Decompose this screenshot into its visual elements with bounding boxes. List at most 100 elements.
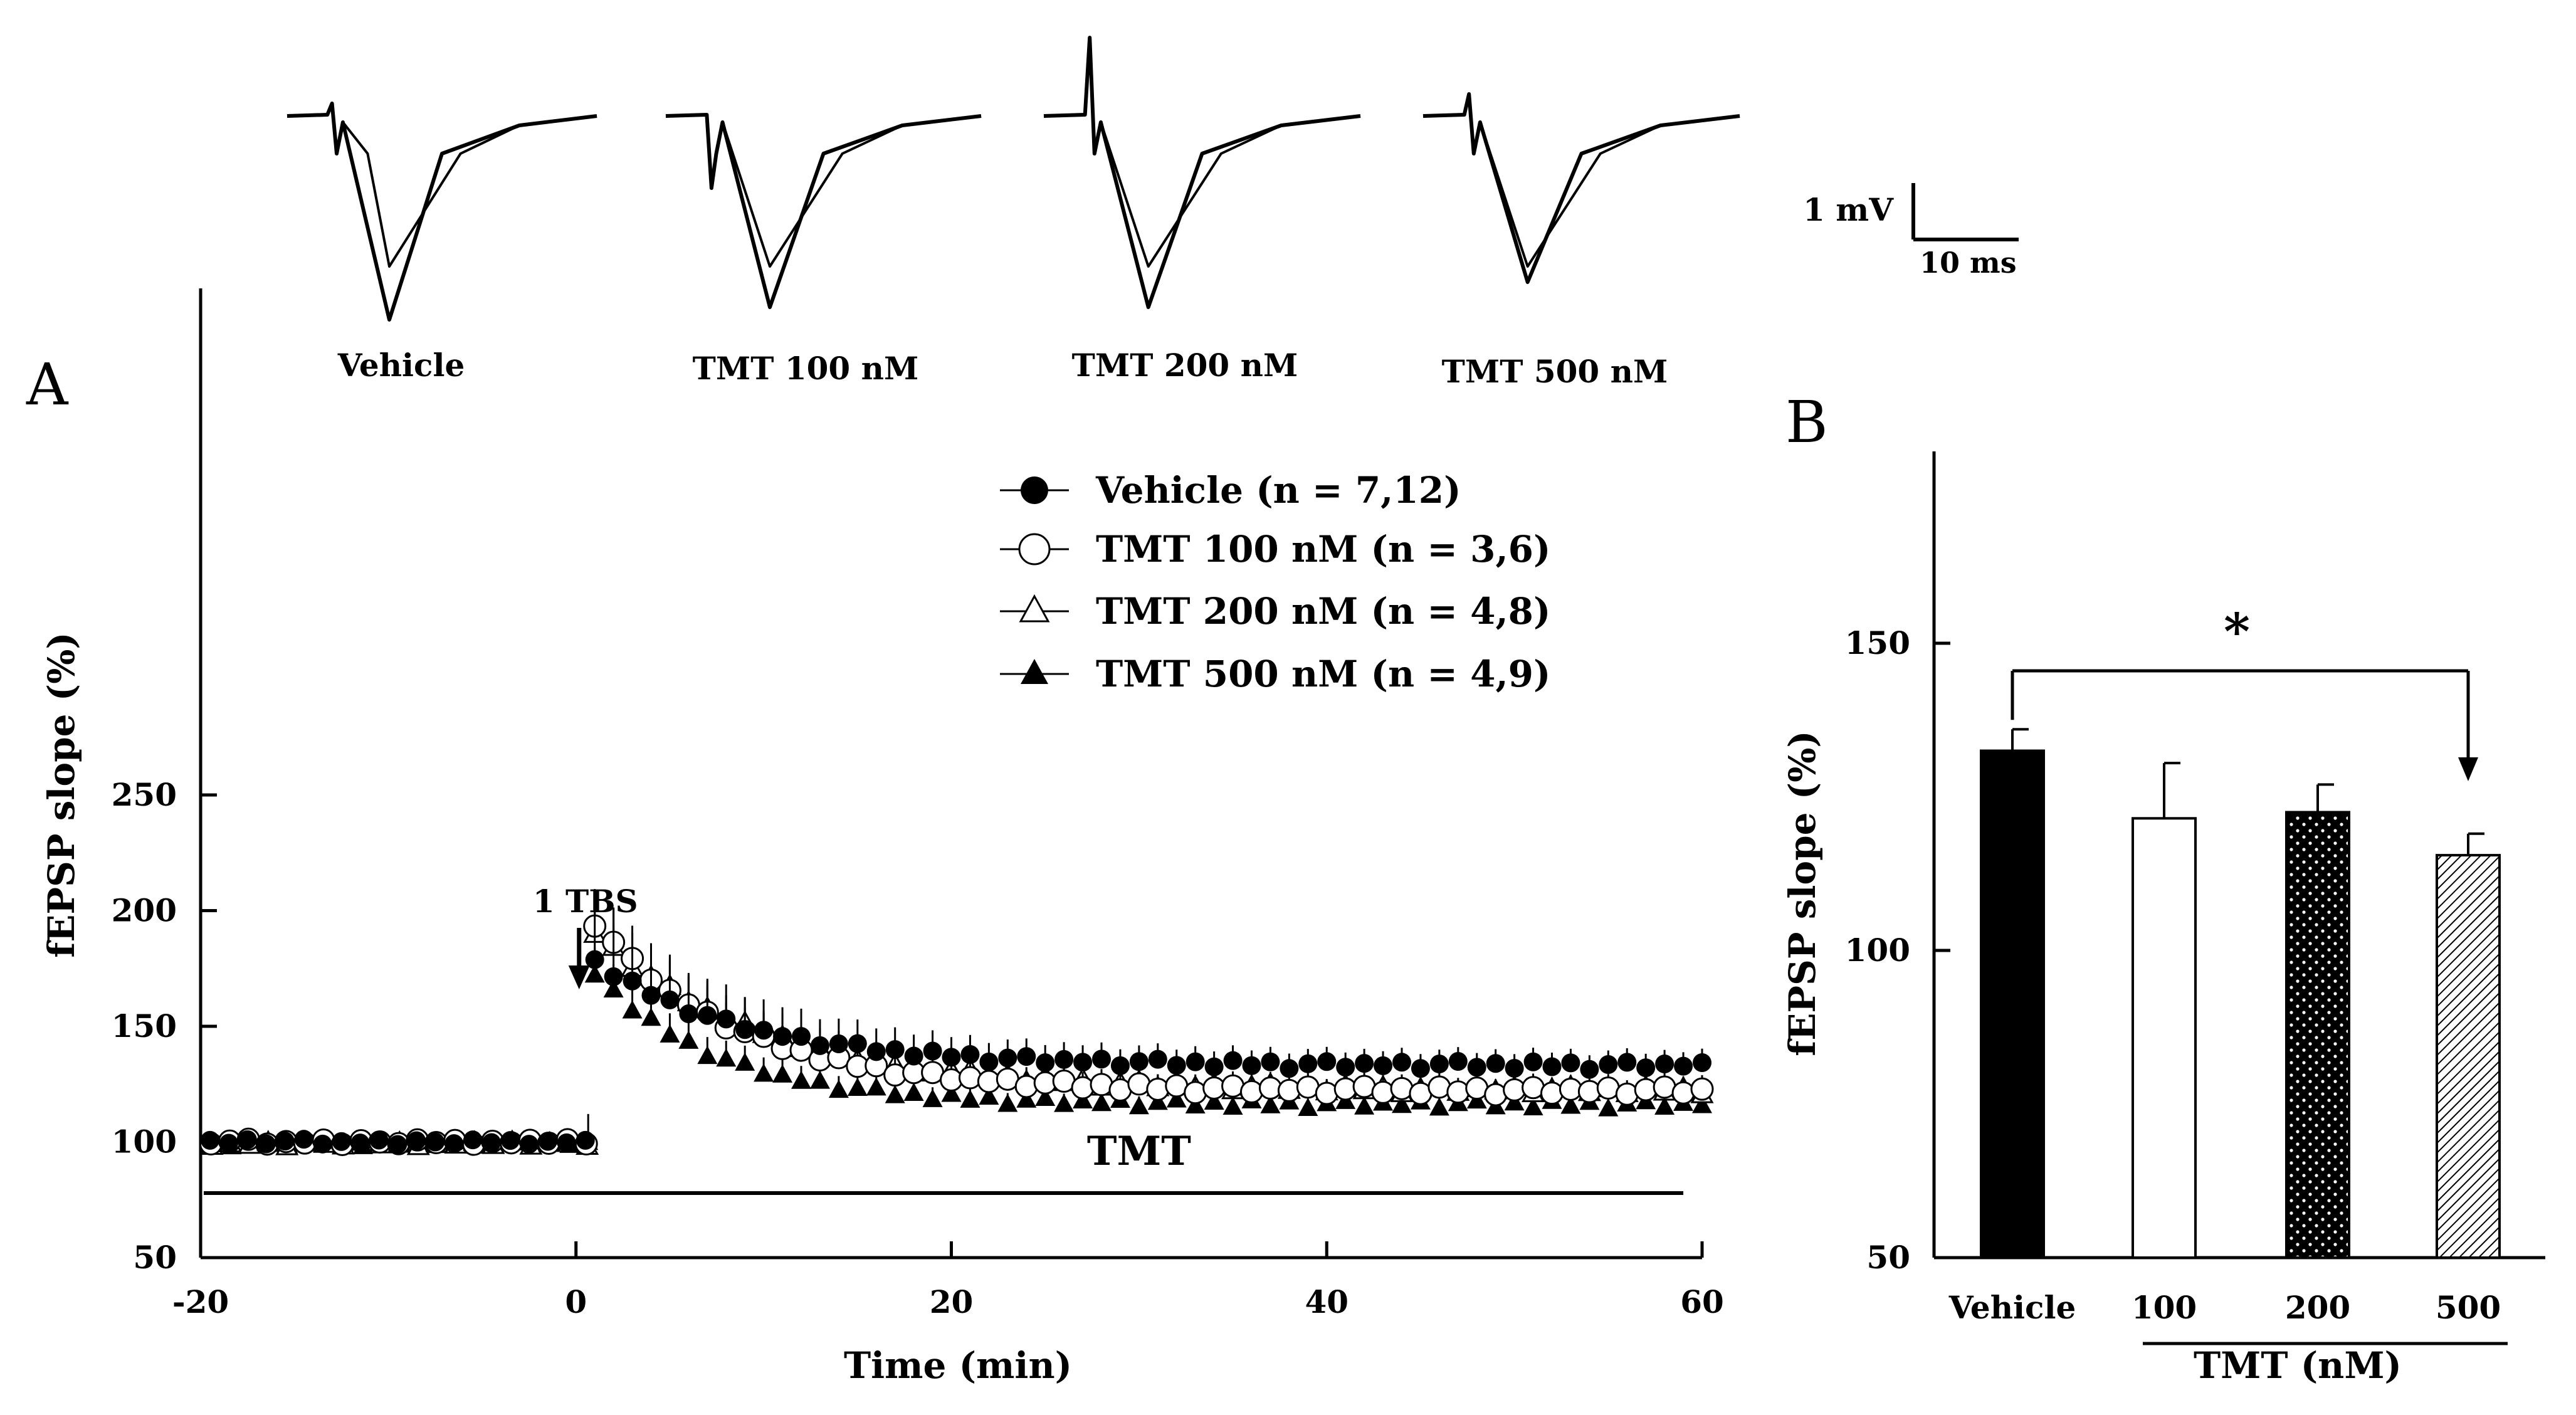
data-point [1092, 1049, 1111, 1069]
data-point [698, 1006, 717, 1025]
panel-a-series [199, 889, 1714, 1156]
trace-label-tmt100: TMT 100 nM [693, 350, 919, 387]
data-point [313, 1134, 332, 1154]
data-point [585, 950, 604, 969]
data-point [1448, 1052, 1468, 1071]
data-point [735, 1020, 755, 1039]
data-point [1073, 1090, 1093, 1109]
data-point [1240, 1080, 1263, 1103]
significance-arrow-head [2458, 757, 2478, 781]
data-point [1692, 1095, 1712, 1113]
trace-label-tmt200: TMT 200 nM [1072, 347, 1298, 384]
data-point [1185, 1095, 1206, 1114]
bar-100 [2132, 817, 2197, 1260]
data-point [866, 1077, 886, 1096]
data-point [1467, 1058, 1486, 1077]
data-point [1185, 1052, 1205, 1071]
data-point [584, 964, 605, 983]
scale-bar-time-label: 10 ms [1920, 246, 2017, 280]
data-point [828, 1080, 849, 1098]
data-point [1446, 1080, 1470, 1104]
data-point [1298, 1054, 1318, 1073]
trace-label-tmt500: TMT 500 nM [1442, 353, 1668, 390]
bar-200 [2285, 811, 2350, 1259]
panel-a-y-tick-label: 200 [112, 892, 177, 929]
data-point [848, 1034, 867, 1053]
panel-b-category-label: Vehicle [1948, 1289, 2076, 1326]
data-point [717, 1009, 736, 1029]
panel-a-legend: Vehicle (n = 7,12) TMT 100 nM (n = 3,6) TM… [1000, 469, 1550, 695]
trace-line [287, 102, 597, 268]
data-point [1371, 1080, 1395, 1104]
data-point [1036, 1053, 1055, 1073]
panel-b-axes: 50 100 150 [1845, 451, 2545, 1345]
data-point [1577, 1080, 1601, 1103]
data-point [1484, 1083, 1508, 1107]
data-point [388, 1135, 407, 1154]
data-point [1146, 1077, 1170, 1101]
data-point [904, 1046, 923, 1066]
data-point [1017, 1047, 1036, 1066]
panel-b-y-axis-title: fEPSP slope (%) [1781, 730, 1824, 1056]
data-point [1129, 1052, 1149, 1071]
data-point [960, 1089, 980, 1108]
trace-line [665, 113, 982, 268]
legend-marker [1019, 594, 1050, 623]
data-point [660, 1024, 680, 1043]
data-point [1204, 1091, 1224, 1110]
data-point [1560, 1095, 1581, 1114]
data-point [1429, 1097, 1449, 1116]
panel-b-category-label: 200 [2285, 1289, 2350, 1326]
data-point [1355, 1054, 1374, 1073]
legend-marker [1021, 476, 1048, 504]
data-point [979, 1086, 999, 1105]
data-point [1071, 1076, 1095, 1100]
panel-a-x-tick-label: 0 [565, 1283, 587, 1320]
data-point [1561, 1053, 1580, 1073]
bar-500 [2436, 854, 2501, 1259]
data-point [238, 1130, 257, 1149]
data-point [1523, 1097, 1543, 1116]
panel-a-x-tick-label: 60 [1680, 1283, 1724, 1320]
data-point [998, 1048, 1017, 1068]
panel-b-y-tick-label: 100 [1845, 932, 1910, 969]
data-point [958, 1066, 982, 1090]
panel-b-x-axis-title: TMT (nM) [2194, 1344, 2402, 1387]
data-point [997, 1093, 1018, 1112]
data-point [426, 1132, 445, 1152]
data-point [1693, 1053, 1711, 1072]
legend-label: TMT 500 nM (n = 4,9) [1096, 653, 1550, 695]
trace-inset-3 [1422, 92, 1740, 284]
legend-label: Vehicle (n = 7,12) [1095, 469, 1461, 512]
data-point [792, 1027, 811, 1046]
data-point [294, 1130, 313, 1149]
data-point [576, 1130, 595, 1150]
data-point [1091, 1093, 1112, 1112]
data-point [1617, 1053, 1637, 1072]
data-point [1580, 1060, 1599, 1079]
data-point [641, 986, 661, 1005]
scale-bar-voltage-label: 1 mV [1803, 191, 1894, 228]
data-point [791, 1070, 811, 1089]
data-point [979, 1052, 999, 1071]
data-point [200, 1130, 219, 1150]
data-point [350, 1134, 370, 1153]
data-point [903, 1082, 924, 1101]
data-point [219, 1134, 238, 1153]
panel-a-chart: 50 100 150 200 250 -20 0 20 40 60 TMT 1 TBS Vehicl… [112, 288, 1724, 1320]
panel-a-y-tick-label: 50 [133, 1239, 177, 1276]
data-point [772, 1064, 793, 1083]
panel-b-category-label: 500 [2436, 1289, 2501, 1326]
data-point [754, 1021, 774, 1040]
data-point [941, 1083, 962, 1102]
data-point [679, 1004, 698, 1024]
data-point [1035, 1088, 1056, 1107]
trace-inset-1 [665, 113, 982, 309]
data-point [773, 1027, 792, 1046]
data-point [1073, 1053, 1093, 1072]
panel-a-annotations: TMT 1 TBS [204, 883, 1684, 1195]
data-point [1280, 1059, 1299, 1078]
data-point [538, 1132, 557, 1151]
